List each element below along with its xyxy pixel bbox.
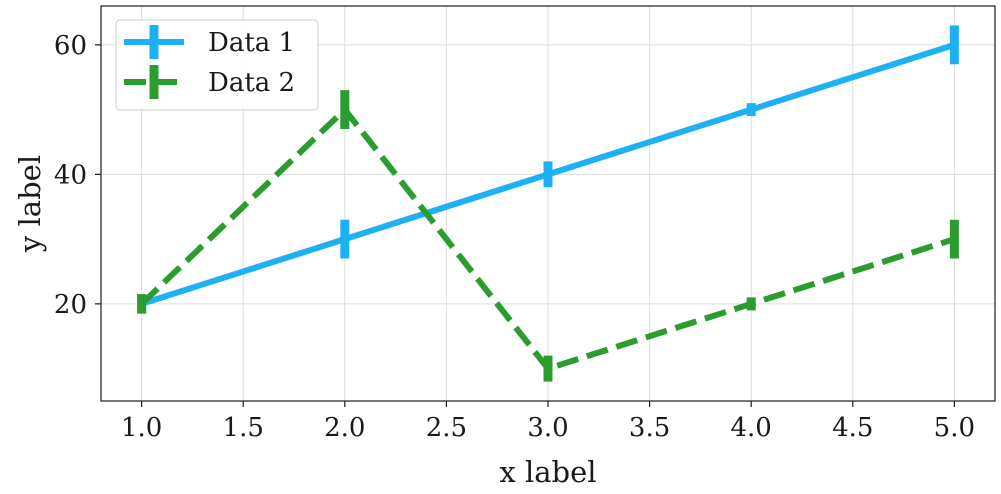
legend: Data 1 Data 2 xyxy=(115,19,319,111)
data-point xyxy=(750,109,752,111)
legend-label: Data 2 xyxy=(208,68,295,98)
y-axis-label: y label xyxy=(13,155,47,253)
data-point xyxy=(953,238,955,240)
x-tick-label: 3.5 xyxy=(629,413,670,443)
data-point xyxy=(547,368,549,370)
data-point xyxy=(344,109,346,111)
y-tick-label: 60 xyxy=(54,31,87,61)
data-point xyxy=(344,238,346,240)
x-tick-label: 2.0 xyxy=(324,413,365,443)
x-tick-label: 1.0 xyxy=(121,413,162,443)
legend-label: Data 1 xyxy=(208,28,295,58)
x-tick-label: 5.0 xyxy=(934,413,975,443)
legend-item-2: Data 2 xyxy=(124,65,295,99)
series-group xyxy=(137,25,959,382)
legend-item-1: Data 1 xyxy=(124,25,295,59)
x-tick-label: 4.0 xyxy=(731,413,772,443)
data-point xyxy=(141,303,143,305)
x-axis-label: x label xyxy=(499,455,596,489)
data-point xyxy=(953,44,955,46)
x-tick-label: 2.5 xyxy=(426,413,467,443)
axis-ticks: 1.0 1.5 2.0 2.5 3.0 3.5 4.0 4.5 5.0 20 40 60 xyxy=(54,31,975,443)
data-point xyxy=(547,173,549,175)
y-tick-label: 40 xyxy=(54,160,87,190)
y-tick-label: 20 xyxy=(54,290,87,320)
data-point xyxy=(750,303,752,305)
series-2 xyxy=(137,90,959,382)
x-tick-label: 4.5 xyxy=(832,413,873,443)
x-tick-label: 1.5 xyxy=(223,413,264,443)
x-tick-label: 3.0 xyxy=(527,413,568,443)
